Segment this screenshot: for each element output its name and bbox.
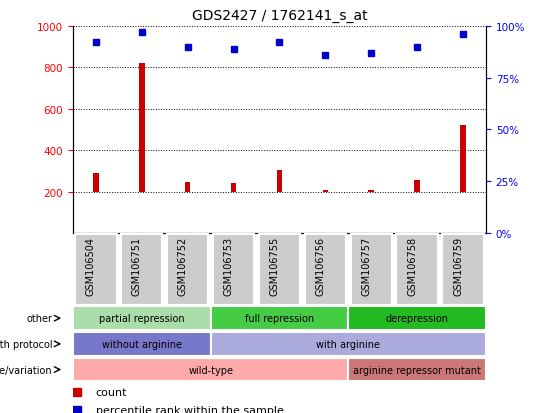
- Bar: [305, 234, 346, 305]
- Bar: [276, 170, 282, 192]
- Bar: [348, 306, 486, 330]
- Bar: [368, 191, 374, 192]
- Bar: [139, 64, 145, 192]
- Bar: [213, 234, 254, 305]
- Bar: [73, 358, 348, 382]
- Bar: [460, 126, 466, 192]
- Bar: [73, 332, 211, 356]
- Bar: [259, 234, 300, 305]
- Title: GDS2427 / 1762141_s_at: GDS2427 / 1762141_s_at: [192, 9, 367, 23]
- Text: partial repression: partial repression: [99, 313, 185, 323]
- Text: with arginine: with arginine: [316, 339, 380, 349]
- Text: GSM106753: GSM106753: [224, 236, 234, 295]
- Text: other: other: [26, 313, 52, 323]
- Text: percentile rank within the sample: percentile rank within the sample: [96, 405, 284, 413]
- Text: derepression: derepression: [386, 313, 449, 323]
- Text: GSM106751: GSM106751: [132, 236, 141, 295]
- Text: without arginine: without arginine: [102, 339, 182, 349]
- Text: GSM106504: GSM106504: [86, 236, 96, 295]
- Bar: [350, 234, 392, 305]
- Bar: [322, 191, 328, 192]
- Bar: [442, 234, 484, 305]
- Bar: [185, 183, 191, 192]
- Text: full repression: full repression: [245, 313, 314, 323]
- Bar: [414, 181, 420, 192]
- Text: arginine repressor mutant: arginine repressor mutant: [353, 365, 481, 375]
- Bar: [167, 234, 208, 305]
- Bar: [231, 184, 237, 192]
- Bar: [348, 358, 486, 382]
- Text: wild-type: wild-type: [188, 365, 233, 375]
- Bar: [73, 306, 211, 330]
- Bar: [396, 234, 438, 305]
- Text: count: count: [96, 387, 127, 397]
- Text: GSM106752: GSM106752: [178, 236, 188, 295]
- Bar: [211, 306, 348, 330]
- Bar: [75, 234, 117, 305]
- Bar: [121, 234, 163, 305]
- Text: GSM106758: GSM106758: [407, 236, 417, 295]
- Bar: [211, 332, 486, 356]
- Text: growth protocol: growth protocol: [0, 339, 52, 349]
- Text: GSM106759: GSM106759: [453, 236, 463, 295]
- Text: GSM106756: GSM106756: [315, 236, 325, 295]
- Text: GSM106757: GSM106757: [361, 236, 372, 295]
- Bar: [93, 173, 99, 192]
- Text: GSM106755: GSM106755: [269, 236, 280, 295]
- Text: genotype/variation: genotype/variation: [0, 365, 52, 375]
